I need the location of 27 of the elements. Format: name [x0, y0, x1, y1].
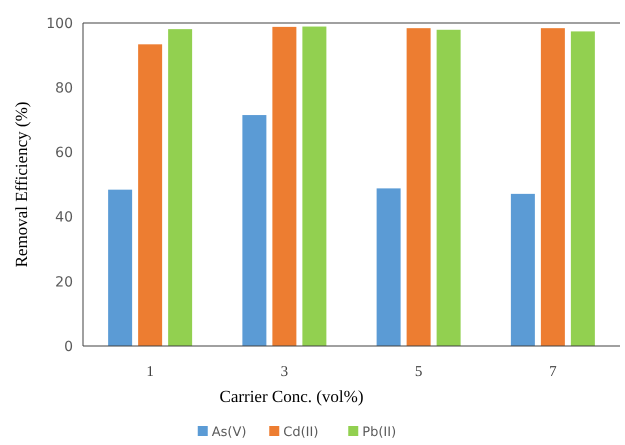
- y-tick-label: 100: [46, 16, 73, 32]
- x-tick-label: 3: [280, 364, 288, 380]
- x-axis-title: Carrier Conc. (vol%): [220, 387, 364, 406]
- legend-label: Cd(II): [283, 425, 318, 440]
- bar: [406, 28, 431, 346]
- y-tick-label: 80: [55, 80, 73, 96]
- y-axis-title: Removal Efficiency (%): [12, 102, 31, 268]
- bar: [108, 190, 132, 346]
- y-tick-label: 40: [55, 210, 73, 226]
- bar: [510, 194, 535, 346]
- legend-label: Pb(II): [362, 425, 396, 440]
- bar: [436, 30, 461, 346]
- x-tick-label: 1: [146, 364, 154, 380]
- bar: [272, 26, 296, 346]
- bar: [376, 188, 401, 346]
- bar: [302, 26, 326, 346]
- x-tick-label: 7: [549, 364, 558, 380]
- x-tick-label: 5: [414, 364, 422, 380]
- legend-label: As(V): [212, 425, 246, 440]
- y-tick-label: 60: [55, 145, 73, 162]
- bar: [168, 29, 192, 346]
- bar: [540, 28, 565, 346]
- bar: [570, 31, 595, 346]
- bar: [138, 44, 162, 346]
- bar: [242, 115, 266, 346]
- y-tick-label: 20: [55, 274, 73, 290]
- y-tick-label: 0: [64, 338, 73, 355]
